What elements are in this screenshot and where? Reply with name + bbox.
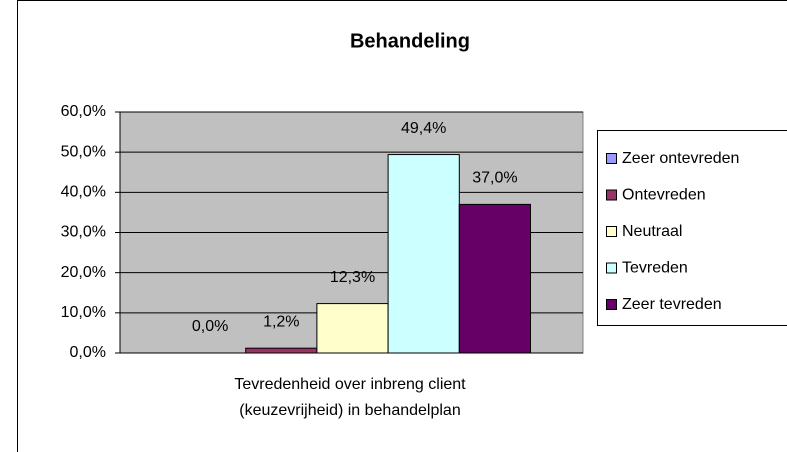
legend-label: Zeer ontevreden (622, 150, 739, 167)
data-label: 1,2% (263, 313, 299, 330)
y-tick-label: 30,0% (61, 224, 106, 241)
legend-key (606, 189, 617, 201)
legend-key (606, 299, 617, 310)
legend-key (606, 153, 617, 164)
legend-label: Neutraal (622, 223, 682, 240)
legend-label: Zeer tevreden (622, 296, 722, 313)
y-tick-label: 40,0% (61, 184, 106, 201)
y-tick-label: 0,0% (70, 344, 106, 361)
data-label: 0,0% (192, 318, 228, 335)
bar (458, 203, 531, 354)
legend-label: Ontevreden (622, 187, 706, 204)
data-label: 37,0% (472, 170, 517, 187)
data-label: 12,3% (330, 269, 375, 286)
legend-label: Tevreden (622, 260, 688, 277)
bar (387, 154, 460, 354)
data-label: 49,4% (401, 120, 446, 137)
bar (245, 347, 318, 354)
y-tick-label: 10,0% (61, 304, 106, 321)
y-tick-label: 60,0% (61, 103, 106, 120)
legend-key (606, 262, 617, 274)
legend-box (597, 130, 787, 326)
chart-title: Behandeling (350, 30, 470, 52)
legend-key (606, 226, 617, 237)
bar (316, 303, 389, 354)
y-tick-label: 20,0% (61, 264, 106, 281)
y-tick-label: 50,0% (61, 143, 106, 160)
x-category-label: Tevredenheid over inbreng client (keuzev… (234, 376, 466, 419)
